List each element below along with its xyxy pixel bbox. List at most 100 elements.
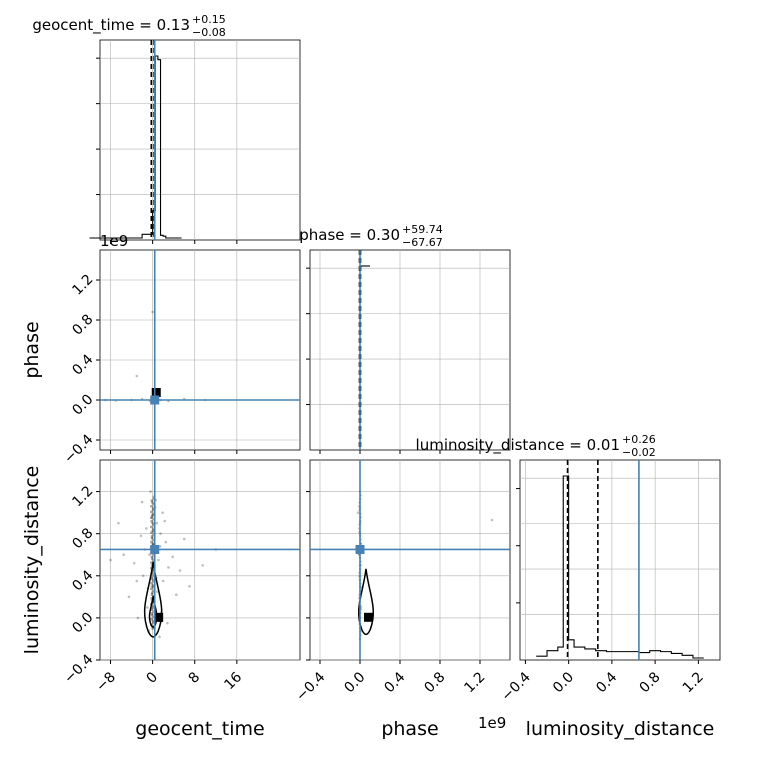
y-tick-label: −0.4 (61, 651, 96, 686)
scatter-point (141, 574, 145, 578)
contour-peak (151, 388, 161, 397)
scatter-point (151, 585, 155, 589)
y-tick-label: 0.4 (69, 351, 96, 378)
scatter-point (164, 540, 168, 544)
x-tick-label: 0.0 (341, 669, 368, 696)
contour-peak (154, 612, 164, 622)
title-minus: −67.67 (402, 236, 443, 249)
x-tick-label: −0.4 (499, 669, 534, 704)
x-tick-label: 1.2 (461, 669, 488, 696)
scatter-point (150, 514, 154, 518)
scatter-point (151, 542, 155, 546)
contour-inner (148, 595, 158, 628)
y-tick-label: 0.0 (69, 609, 96, 636)
scatter-point (150, 593, 154, 596)
scatter-point (188, 585, 191, 588)
x-tick-label: 0.4 (381, 669, 408, 696)
scatter-point (117, 521, 120, 525)
y-tick-label: 0.0 (69, 392, 96, 419)
x-tick-label: 0.8 (421, 669, 448, 696)
title-minus: −0.02 (622, 446, 656, 459)
scatter-point (151, 310, 154, 314)
scatter-point (140, 500, 144, 504)
scatter-point (150, 561, 153, 565)
scatter-point (151, 619, 155, 623)
scatter-point (182, 537, 186, 541)
contour-outer (358, 568, 374, 636)
panel-frame (99, 39, 301, 241)
scatter-point (151, 578, 154, 581)
scatter-point (135, 374, 139, 378)
panel-title: luminosity_distance = 0.01 (416, 436, 620, 455)
panel-frame (519, 459, 721, 661)
panel-frame (309, 249, 511, 451)
truth-marker (355, 544, 365, 554)
scatter-point (151, 506, 155, 510)
y-axis-label: phase (21, 321, 43, 378)
scatter-point (150, 499, 154, 503)
histogram-luminosity_distance (536, 475, 704, 659)
contour-peak (364, 612, 373, 622)
scatter-point (150, 516, 154, 519)
scatter-point (490, 518, 494, 522)
scatter-point (127, 595, 131, 599)
title-plus: +59.74 (402, 223, 443, 236)
scatter-point (167, 566, 170, 569)
scatter-point (158, 635, 161, 639)
scatter-point (150, 536, 154, 540)
scatter-point (163, 519, 167, 523)
x-tick-label: 0 (143, 669, 161, 687)
scatter-point (149, 504, 153, 508)
scatter-point (150, 540, 153, 544)
scatter-point (149, 510, 153, 514)
scatter-point (135, 579, 139, 583)
scatter-point (151, 606, 155, 610)
y-tick-label: 1.2 (69, 483, 96, 510)
scatter-point (150, 587, 153, 591)
scatter-point (150, 613, 154, 617)
y-axis-label: luminosity_distance (21, 466, 43, 655)
scatter-point (139, 534, 143, 538)
scatter-point (109, 558, 112, 562)
scatter-point (178, 569, 182, 572)
y-tick-label: −0.4 (61, 431, 96, 466)
scatter-point (151, 513, 154, 517)
panel-frame (99, 459, 301, 661)
scatter-point (146, 606, 149, 609)
x-tick-label: 1.2 (680, 669, 707, 696)
title-plus: +0.26 (622, 433, 656, 446)
x-tick-label: 8 (186, 669, 204, 687)
y-tick-label: 0.4 (69, 567, 96, 594)
scatter-point (136, 616, 140, 620)
scatter-point (150, 591, 154, 595)
scatter-point (149, 581, 153, 585)
x-tick-label: 0.8 (637, 669, 664, 696)
x-tick-label: 0.0 (550, 669, 577, 696)
scatter-point (149, 516, 153, 520)
scatter-point (161, 511, 164, 514)
panel-title: phase = 0.30 (299, 226, 400, 244)
contour-outer (143, 561, 163, 638)
title-plus: +0.15 (192, 13, 226, 26)
x-axis-label: geocent_time (135, 718, 264, 740)
x-axis-label: phase (381, 718, 438, 740)
scatter-point (132, 561, 136, 565)
truth-marker (150, 395, 160, 405)
scatter-point (150, 557, 154, 561)
scatter-point (175, 593, 178, 597)
scatter-point (150, 519, 154, 523)
scatter-point (150, 611, 154, 615)
scatter-point (150, 585, 153, 588)
title-minus: −0.08 (192, 26, 226, 39)
scatter-point (158, 545, 162, 548)
scatter-point (201, 563, 204, 567)
histogram-geocent_time (89, 55, 182, 239)
scatter-point (151, 508, 155, 512)
scatter-point (148, 553, 151, 557)
scatter-point (151, 542, 155, 546)
scatter-point (356, 511, 360, 514)
y-tick-label: 1.2 (69, 272, 96, 299)
scatter-point (151, 521, 155, 525)
